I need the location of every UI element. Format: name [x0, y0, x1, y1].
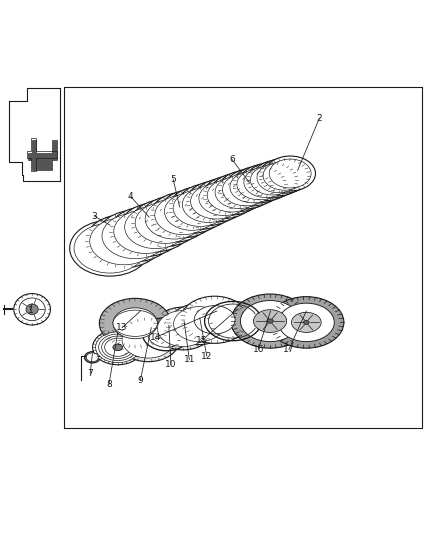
- Ellipse shape: [141, 196, 208, 242]
- Ellipse shape: [99, 334, 137, 360]
- Ellipse shape: [150, 192, 216, 238]
- Text: 17: 17: [283, 345, 295, 354]
- Ellipse shape: [90, 217, 158, 265]
- Ellipse shape: [218, 171, 274, 209]
- Ellipse shape: [211, 173, 268, 212]
- Ellipse shape: [164, 192, 219, 230]
- Ellipse shape: [246, 162, 298, 198]
- Ellipse shape: [14, 294, 50, 325]
- Ellipse shape: [113, 308, 157, 338]
- Ellipse shape: [199, 181, 250, 215]
- Ellipse shape: [267, 319, 273, 323]
- Ellipse shape: [102, 336, 134, 359]
- Ellipse shape: [291, 312, 321, 333]
- Ellipse shape: [233, 166, 287, 203]
- Ellipse shape: [230, 171, 276, 203]
- Ellipse shape: [19, 298, 45, 321]
- Ellipse shape: [304, 320, 309, 325]
- Text: 8: 8: [106, 380, 112, 389]
- Ellipse shape: [155, 195, 212, 235]
- Text: 10: 10: [165, 360, 177, 369]
- Ellipse shape: [114, 209, 177, 254]
- Ellipse shape: [95, 332, 140, 362]
- Text: 16: 16: [253, 345, 264, 354]
- Ellipse shape: [135, 202, 195, 244]
- Ellipse shape: [122, 321, 174, 358]
- Ellipse shape: [120, 203, 191, 252]
- Ellipse shape: [207, 179, 256, 212]
- Text: 7: 7: [87, 369, 93, 378]
- Ellipse shape: [251, 165, 294, 195]
- Ellipse shape: [259, 158, 310, 193]
- Ellipse shape: [178, 183, 239, 225]
- Ellipse shape: [85, 215, 162, 268]
- Ellipse shape: [265, 156, 315, 191]
- Text: 13: 13: [117, 323, 128, 332]
- Ellipse shape: [191, 184, 242, 219]
- Ellipse shape: [113, 344, 123, 351]
- Ellipse shape: [125, 206, 187, 248]
- Ellipse shape: [173, 306, 224, 342]
- Text: 15: 15: [196, 336, 207, 345]
- Ellipse shape: [186, 181, 247, 222]
- Ellipse shape: [113, 310, 157, 336]
- Ellipse shape: [194, 179, 254, 219]
- Text: 6: 6: [229, 155, 235, 164]
- Ellipse shape: [70, 220, 150, 276]
- Text: 3: 3: [92, 212, 97, 221]
- Ellipse shape: [145, 199, 204, 239]
- Ellipse shape: [269, 159, 311, 188]
- Ellipse shape: [105, 338, 131, 357]
- Ellipse shape: [231, 294, 309, 348]
- Ellipse shape: [182, 187, 235, 222]
- Ellipse shape: [254, 310, 287, 333]
- Ellipse shape: [240, 301, 300, 342]
- Text: 14: 14: [150, 333, 161, 342]
- Ellipse shape: [257, 163, 300, 193]
- Ellipse shape: [99, 298, 171, 348]
- Ellipse shape: [226, 168, 281, 206]
- Ellipse shape: [223, 173, 270, 206]
- Ellipse shape: [169, 187, 232, 229]
- Ellipse shape: [102, 213, 168, 259]
- Ellipse shape: [263, 161, 306, 190]
- Ellipse shape: [98, 210, 173, 262]
- Ellipse shape: [203, 176, 261, 215]
- Ellipse shape: [92, 330, 143, 365]
- Ellipse shape: [237, 169, 283, 200]
- Ellipse shape: [169, 304, 229, 345]
- Ellipse shape: [26, 304, 38, 314]
- Text: 1: 1: [28, 305, 33, 314]
- Text: 12: 12: [201, 351, 212, 360]
- Ellipse shape: [244, 167, 288, 198]
- Ellipse shape: [86, 353, 99, 362]
- Text: 5: 5: [170, 175, 176, 184]
- Ellipse shape: [194, 305, 235, 334]
- Ellipse shape: [180, 296, 249, 343]
- Polygon shape: [28, 140, 57, 171]
- Text: 11: 11: [184, 355, 195, 364]
- Ellipse shape: [131, 199, 200, 246]
- Ellipse shape: [85, 352, 100, 363]
- Ellipse shape: [240, 164, 293, 200]
- Ellipse shape: [157, 310, 209, 346]
- Text: 4: 4: [128, 192, 134, 201]
- Text: 2: 2: [317, 114, 322, 123]
- Ellipse shape: [117, 318, 180, 362]
- Ellipse shape: [269, 297, 344, 348]
- Text: 9: 9: [138, 376, 143, 384]
- Ellipse shape: [110, 207, 182, 256]
- Ellipse shape: [152, 307, 214, 350]
- Ellipse shape: [279, 303, 334, 342]
- Ellipse shape: [215, 176, 263, 208]
- Ellipse shape: [74, 223, 146, 273]
- Ellipse shape: [160, 190, 224, 233]
- Ellipse shape: [173, 190, 227, 227]
- Ellipse shape: [253, 160, 304, 196]
